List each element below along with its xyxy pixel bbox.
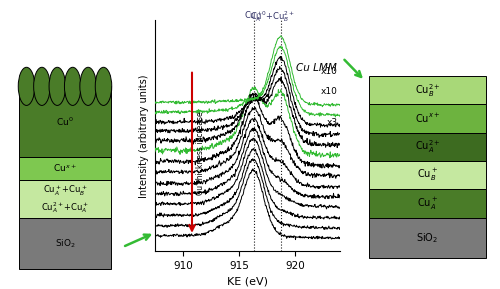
Bar [19,86,111,157]
Bar [369,76,486,104]
Text: Cu$^{x+}$: Cu$^{x+}$ [53,163,77,174]
Text: Cu$_A^{2+}$: Cu$_A^{2+}$ [414,138,440,155]
Text: Cu LMM: Cu LMM [296,64,337,73]
Circle shape [80,67,96,105]
Bar [369,133,486,161]
Text: x3: x3 [326,118,338,127]
Bar [369,161,486,189]
Text: Cu thickness increase: Cu thickness increase [196,111,205,194]
Text: Cu$^{x+}$: Cu$^{x+}$ [415,112,440,125]
Text: Cu$_B^{2+}$: Cu$_B^{2+}$ [414,82,440,99]
Bar [19,180,111,218]
Text: x10: x10 [321,67,338,76]
Text: x10: x10 [321,87,338,96]
Text: Cu$_B^+$: Cu$_B^+$ [417,167,438,183]
Bar [369,104,486,133]
Text: Cu$_A^+$: Cu$_A^+$ [417,195,438,212]
Bar [19,157,111,180]
Bar [369,189,486,218]
Y-axis label: Intensity (arbitrary units): Intensity (arbitrary units) [140,74,149,198]
Text: SiO$_2$: SiO$_2$ [54,237,76,250]
Circle shape [34,67,50,105]
Circle shape [18,67,35,105]
Text: Cu$^0$: Cu$^0$ [56,115,74,128]
Bar [19,218,111,269]
Circle shape [49,67,66,105]
Text: Cu$^0$+Cu$_B^{2+}$: Cu$^0$+Cu$_B^{2+}$ [250,9,295,24]
Text: SiO$_2$: SiO$_2$ [416,231,438,245]
Text: Cu$_A^+$: Cu$_A^+$ [244,10,263,24]
Circle shape [95,67,112,105]
Text: Cu$_A^+$+Cu$_B^+$
Cu$_A^{2+}$+Cu$_A^+$: Cu$_A^+$+Cu$_B^+$ Cu$_A^{2+}$+Cu$_A^+$ [41,184,89,215]
X-axis label: KE (eV): KE (eV) [227,277,268,287]
Bar [369,218,486,258]
Circle shape [64,67,81,105]
